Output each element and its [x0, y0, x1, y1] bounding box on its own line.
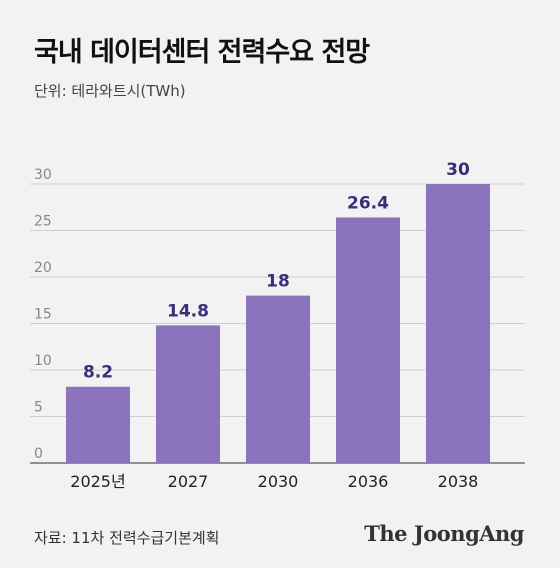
x-tick-label: 2027	[168, 472, 209, 491]
x-tick-label: 2025년	[70, 472, 125, 491]
brand-logo: The JoongAng	[364, 521, 524, 546]
x-tick-label: 2030	[258, 472, 299, 491]
y-axis-ticks: 0 5 10 15 20 25 30	[34, 167, 52, 462]
x-tick-label: 2036	[348, 472, 389, 491]
y-tick-label: 10	[34, 353, 52, 369]
bar	[426, 184, 490, 463]
chart-title: 국내 데이터센터 전력수요 전망	[34, 37, 370, 68]
bar	[66, 386, 130, 463]
y-tick-label: 5	[34, 400, 43, 416]
y-tick-label: 0	[34, 446, 43, 462]
x-axis-ticks: 2025년 2027 2030 2036 2038	[70, 472, 478, 491]
bars	[66, 184, 490, 463]
value-label: 26.4	[347, 193, 389, 213]
y-tick-label: 15	[34, 307, 52, 323]
x-tick-label: 2038	[438, 472, 479, 491]
value-label: 30	[446, 160, 470, 180]
source-note: 자료: 11차 전력수급기본계획	[34, 529, 220, 547]
value-label: 18	[266, 272, 290, 292]
y-tick-label: 30	[34, 167, 52, 183]
y-tick-label: 20	[34, 260, 52, 276]
value-label: 8.2	[83, 363, 113, 383]
unit-label: 단위: 테라와트시(TWh)	[34, 82, 186, 100]
bar	[336, 217, 400, 463]
value-label: 14.8	[167, 301, 209, 321]
y-tick-label: 25	[34, 214, 52, 230]
bar	[246, 295, 310, 463]
bar	[156, 325, 220, 463]
value-labels: 8.2 14.8 18 26.4 30	[83, 160, 470, 383]
